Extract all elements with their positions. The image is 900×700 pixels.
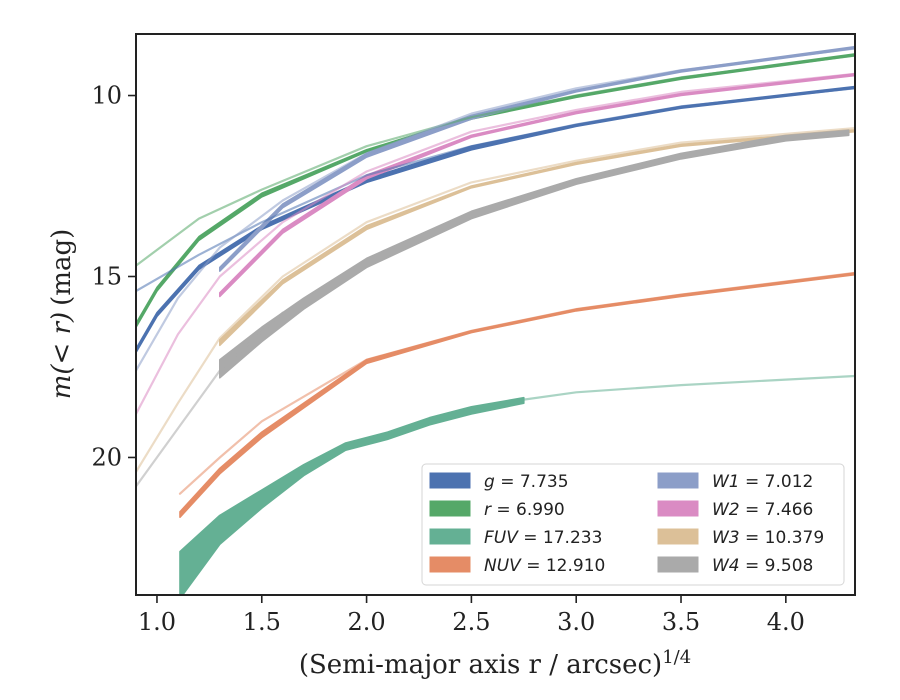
x-tick-label: 3.5 [662,608,700,636]
series-r-band [136,53,855,329]
y-axis-ticks: 10 15 20 [91,82,136,471]
legend-label-fuv: FUV = 17.233 [484,528,602,548]
series-r-faint-line [136,54,855,267]
legend-label-w4: W4 = 9.508 [712,556,813,576]
series-w3-band [219,129,855,347]
legend-swatch-w3 [657,528,699,545]
legend-box [421,463,845,586]
legend-label-w3: W3 = 10.379 [712,528,824,548]
y-tick-label: 15 [91,262,122,290]
legend-label-w1: W1 = 7.012 [712,472,813,492]
plot-frame [135,33,856,596]
y-axis-label: m(< r)(mag) [47,229,77,400]
legend: g = 7.735 r = 6.990 FUV = 17.233 NUV = 12.9… [421,463,845,586]
x-tick-label: 2.5 [452,608,490,636]
legend-items: g = 7.735 r = 6.990 FUV = 17.233 NUV = 12.9… [429,472,824,576]
legend-swatch-fuv [429,528,471,545]
series-w4-faint-line [136,311,284,488]
legend-label-r: r = 6.990 [484,500,565,520]
series-w1-band [219,45,855,272]
legend-swatch-w4 [657,556,699,573]
legend-swatch-r [429,500,471,517]
x-tick-label: 2.0 [347,608,385,636]
x-tick-label: 4.0 [767,608,805,636]
legend-swatch-nuv [429,556,471,573]
series-w1-faint-line [136,47,855,372]
legend-swatch-w2 [657,500,699,517]
series-w2-faint-line [136,72,855,416]
series-w3-faint-line [136,127,855,473]
x-tick-label: 3.0 [557,608,595,636]
x-axis-ticks: 1.0 1.5 2.0 2.5 3.0 3.5 4.0 [138,595,805,636]
series-fuv-faint-line [522,374,855,401]
legend-swatch-w1 [657,472,699,489]
x-axis-label: (Semi-major axis r / arcsec)1/4 [299,647,691,680]
series-faint-lines [136,47,855,495]
x-tick-label: 1.5 [243,608,281,636]
series-g-faint-line [136,87,855,293]
y-tick-label: 20 [91,443,122,471]
y-tick-label: 10 [91,82,122,110]
legend-label-g: g = 7.735 [484,472,569,492]
series-fuv-band [179,396,525,595]
legend-swatch-g [429,472,471,489]
series-w2-band [219,73,855,298]
series-w4-band [219,129,850,379]
legend-label-w2: W2 = 7.466 [712,500,813,520]
series-nuv-faint-line [178,271,855,495]
legend-label-nuv: NUV = 12.910 [484,556,605,576]
x-tick-label: 1.0 [138,608,176,636]
